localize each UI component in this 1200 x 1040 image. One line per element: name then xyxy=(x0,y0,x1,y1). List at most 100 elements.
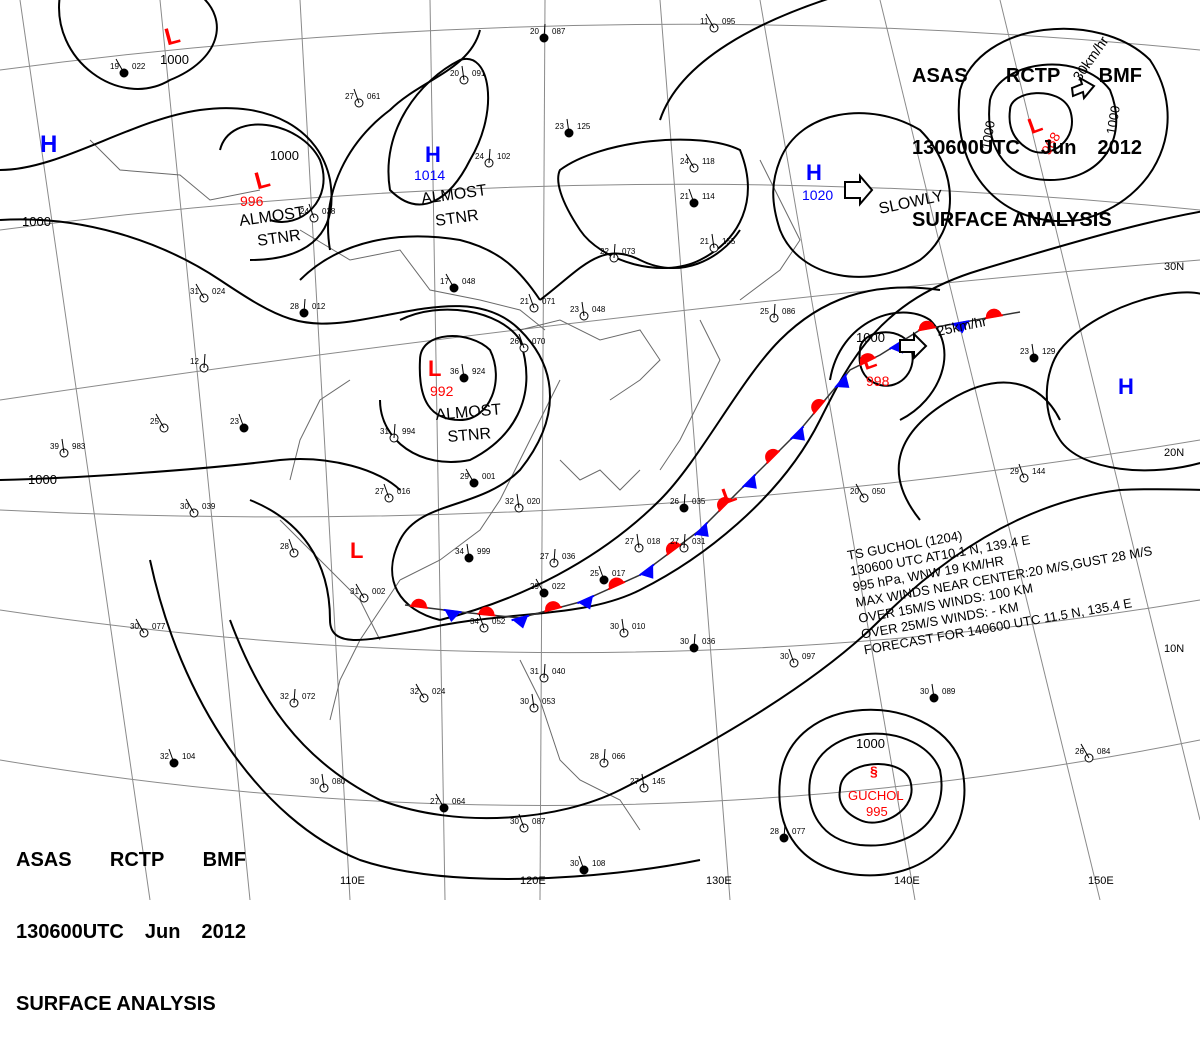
cold-front-triangle xyxy=(578,596,593,610)
station-plot: 12 xyxy=(190,353,209,373)
wind-barb xyxy=(543,663,546,679)
high-center-1014: H xyxy=(425,142,441,167)
station-plot: 34 999 xyxy=(455,543,491,563)
station-temp: 29 xyxy=(530,582,539,591)
station-plot: 28 012 xyxy=(290,298,326,318)
weather-map: 19 022 27 061 20 091 20 087 11 095 24 038 23 125 24 102… xyxy=(0,0,1200,900)
warm-front-semicircle xyxy=(717,497,731,511)
wind-barb xyxy=(518,333,525,349)
wind-barb xyxy=(581,301,585,317)
front-segment xyxy=(766,449,781,464)
isobar-label: 1000 xyxy=(270,148,299,163)
wind-barb xyxy=(238,413,245,429)
station-pressure: 129 xyxy=(1042,347,1056,356)
lon-label: 150E xyxy=(1088,875,1114,887)
station-plot: 30 108 xyxy=(570,855,606,875)
station-temp: 30 xyxy=(310,777,319,786)
cold-front-triangle xyxy=(444,610,461,622)
wind-barb xyxy=(488,148,491,164)
isobar-label: 1000 xyxy=(856,736,885,751)
station-pressure: 071 xyxy=(542,297,556,306)
station-temp: 30 xyxy=(520,697,529,706)
station-temp: 29 xyxy=(460,472,469,481)
station-pressure: 104 xyxy=(182,752,196,761)
station-temp: 24 xyxy=(680,157,689,166)
station-plot: 27 036 xyxy=(540,548,576,568)
front-segment xyxy=(717,497,733,513)
station-temp: 23 xyxy=(555,122,564,131)
station-pressure: 091 xyxy=(472,69,486,78)
station-plot: 19 022 xyxy=(110,58,146,78)
station-plot: 30 039 xyxy=(180,498,216,518)
station-plot: 27 145 xyxy=(630,773,666,793)
station-pressure: 080 xyxy=(332,777,346,786)
station-pressure: 038 xyxy=(322,207,336,216)
storm-symbol: § xyxy=(870,763,878,779)
front-segment xyxy=(511,614,530,622)
station-plot: 30 010 xyxy=(610,618,646,638)
header-time-row: 130600UTC Jun 2012 xyxy=(912,136,1142,160)
isobar-label: 1000 xyxy=(978,119,998,150)
station-pressure: 994 xyxy=(402,427,416,436)
wind-barb xyxy=(355,583,365,599)
station-temp: 25 xyxy=(150,417,159,426)
station-plot: 32 024 xyxy=(410,683,446,703)
product-code: BMF xyxy=(202,849,246,871)
cold-front-triangle xyxy=(640,565,654,579)
station-plot: 25 086 xyxy=(760,303,796,323)
station-temp: 11 xyxy=(700,17,709,26)
station-temp: 24 xyxy=(475,152,484,161)
station-code: RCTP xyxy=(109,849,165,871)
station-pressure: 077 xyxy=(792,827,806,836)
low-center-992-value: 992 xyxy=(430,383,454,399)
wind-barb xyxy=(303,298,306,314)
station-plot: 11 095 xyxy=(700,13,736,33)
front-segment xyxy=(812,399,826,415)
warm-front-semicircle xyxy=(985,308,1002,319)
station-temp: 30 xyxy=(570,859,579,868)
station-temp: 20 xyxy=(850,487,859,496)
wind-barb xyxy=(383,483,390,499)
lon-label: 120E xyxy=(520,875,546,887)
lon-label: 140E xyxy=(894,875,920,887)
station-plot: 29 144 xyxy=(1010,463,1046,483)
low-center-998-value: 998 xyxy=(866,373,890,389)
header-agency-row: ASAS RCTP BMF xyxy=(16,848,246,872)
wind-barb xyxy=(61,438,65,454)
wind-barb xyxy=(598,565,605,581)
station-plot: 27 031 xyxy=(670,533,706,553)
wind-barb xyxy=(683,493,686,509)
station-plot: 24 118 xyxy=(680,153,715,173)
low-center-north-value: 1000 xyxy=(160,52,189,67)
station-pressure: 089 xyxy=(942,687,956,696)
station-pressure: 066 xyxy=(612,752,626,761)
station-plot: 26 070 xyxy=(510,333,546,353)
station-pressure: 144 xyxy=(1032,467,1046,476)
wind-barb xyxy=(435,793,445,809)
station-temp: 23 xyxy=(230,417,239,426)
station-temp: 25 xyxy=(590,569,599,578)
front-symbols xyxy=(409,308,1003,629)
station-temp: 34 xyxy=(470,617,479,626)
cold-front-triangle xyxy=(695,523,709,537)
station-temp: 26 xyxy=(1075,747,1084,756)
front-segment xyxy=(834,373,848,389)
station-pressure: 064 xyxy=(452,797,466,806)
lat-label: 20N xyxy=(1164,447,1184,459)
graticule xyxy=(0,0,1200,900)
station-temp: 27 xyxy=(540,552,549,561)
station-plot: 32 072 xyxy=(280,688,316,708)
wind-barb xyxy=(641,773,645,789)
station-temp: 28 xyxy=(290,302,299,311)
station-temp: 32 xyxy=(410,687,419,696)
station-pressure: 039 xyxy=(202,502,216,511)
station-temp: 30 xyxy=(180,502,189,511)
station-pressure: 087 xyxy=(552,27,566,36)
high-center-east: H xyxy=(1118,374,1134,399)
almost-stnr-label: STNR xyxy=(434,207,480,230)
time-code: 130600UTC xyxy=(912,137,1020,159)
high-center-1014-value: 1014 xyxy=(414,167,445,183)
front-segment xyxy=(984,314,1003,320)
wind-barb xyxy=(203,353,206,369)
low-center-996: L xyxy=(252,165,273,195)
